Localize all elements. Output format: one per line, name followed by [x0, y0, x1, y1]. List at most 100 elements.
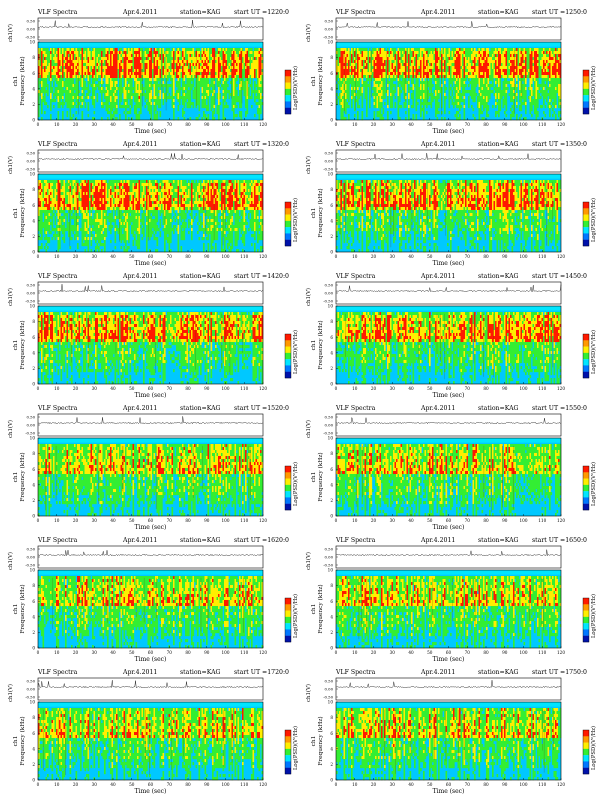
spectrogram-cell	[221, 60, 223, 63]
spectrogram-cell	[425, 60, 427, 63]
spectrogram-cell	[494, 93, 496, 96]
spectrogram-cell	[205, 48, 207, 51]
spectrogram-cell	[536, 66, 538, 69]
spectrogram-cell	[217, 111, 219, 114]
spectrogram-cell	[227, 72, 229, 75]
spectrogram-cell	[91, 84, 93, 87]
spectrogram-cell	[131, 75, 133, 78]
spectrogram-cell	[468, 72, 470, 75]
spectrogram-cell	[70, 108, 72, 111]
spectrogram-cell	[202, 93, 204, 96]
chart-station: station=KAG	[180, 9, 221, 16]
spectrogram-cell	[431, 66, 433, 69]
spectrogram-cell	[160, 63, 162, 66]
spectrogram-cell	[549, 48, 551, 51]
timeseries-ylabel: ch1(V)	[7, 24, 14, 42]
spectrogram-cell	[381, 66, 383, 69]
spectrogram-cell	[188, 90, 190, 93]
spectrogram-cell	[239, 63, 241, 66]
spectrogram-cell	[359, 63, 361, 66]
spectrogram-cell	[217, 54, 219, 57]
spectrogram-cell	[83, 66, 85, 69]
spectrogram-cell	[67, 81, 69, 84]
spectrogram-cell	[94, 63, 96, 66]
spectrogram-cell	[134, 81, 136, 84]
spectrogram-cell	[555, 48, 557, 51]
spectrogram-cell	[362, 69, 364, 72]
spectrogram-cell	[76, 75, 78, 78]
spectrogram-cell	[182, 99, 184, 102]
spectrogram-cell	[408, 54, 410, 57]
spectrogram-cell	[233, 72, 235, 75]
spectrogram-cell	[241, 111, 243, 114]
spectrogram-cell	[128, 75, 130, 78]
spectrogram-cell	[169, 51, 171, 54]
spectrogram-cell	[119, 78, 121, 81]
spectrogram-cell	[224, 84, 226, 87]
spectrogram-cell	[530, 66, 532, 69]
spectrogram-cell	[441, 93, 443, 96]
spectrogram-cell	[479, 87, 481, 90]
spectrogram-cell	[197, 117, 199, 120]
spectrogram-cell	[348, 66, 350, 69]
spectrogram-cell	[107, 111, 109, 114]
spectrogram-cell	[136, 93, 138, 96]
spectrogram-cell	[137, 117, 139, 120]
spectrogram-cell	[392, 90, 394, 93]
spectrogram-cell	[158, 63, 160, 66]
spectrogram-cell	[70, 99, 72, 102]
spectrogram-cell	[371, 63, 373, 66]
spectrogram-cell	[112, 66, 114, 69]
spectrogram-cell	[134, 66, 136, 69]
spectrogram-cell	[226, 69, 228, 72]
spectrogram-cell	[41, 54, 43, 57]
spectrogram-cell	[259, 102, 261, 105]
spectrogram-cell	[58, 81, 60, 84]
spectrogram-cell	[542, 54, 544, 57]
spectrogram-cell	[425, 66, 427, 69]
spectrogram-cell	[473, 57, 475, 60]
spectrogram-cell	[113, 114, 115, 117]
spectrogram-cell	[50, 48, 52, 51]
spectrogram-cell	[257, 75, 259, 78]
spectrogram-cell	[426, 66, 428, 69]
spectrogram-cell	[483, 72, 485, 75]
spectrogram-cell	[56, 69, 58, 72]
spectrogram-cell	[94, 96, 96, 99]
spectrogram-cell	[223, 96, 225, 99]
spectrogram-cell	[507, 75, 509, 78]
spectrogram-cell	[170, 57, 172, 60]
spectrogram-cell	[554, 72, 556, 75]
spectrogram-cell	[516, 93, 518, 96]
spectrogram-cell	[257, 111, 259, 114]
spectrogram-cell	[191, 69, 193, 72]
spectrogram-cell	[534, 78, 536, 81]
spectrogram-cell	[148, 93, 150, 96]
spectrogram-cell	[134, 111, 136, 114]
spectrogram-cell	[197, 48, 199, 51]
spectrogram-cell	[193, 75, 195, 78]
spectrogram-cell	[74, 93, 76, 96]
spectrogram-cell	[522, 90, 524, 93]
spectrogram-cell	[182, 96, 184, 99]
spectrogram-cell	[205, 114, 207, 117]
spectrogram-cell	[488, 81, 490, 84]
spectrogram-cell	[245, 51, 247, 54]
spectrogram-cell	[452, 78, 454, 81]
spectrogram-cell	[441, 84, 443, 87]
spectrogram-cell	[209, 75, 211, 78]
spectrogram-cell	[528, 54, 530, 57]
spectrogram-cell	[44, 90, 46, 93]
spectrogram-cell	[492, 75, 494, 78]
spectrogram-cell	[104, 72, 106, 75]
spectrogram-cell	[217, 63, 219, 66]
spectrogram-cell	[212, 93, 214, 96]
spectrogram-cell	[359, 81, 361, 84]
spectrogram-cell	[128, 78, 130, 81]
spectrogram-cell	[154, 78, 156, 81]
spectrogram-cell	[435, 78, 437, 81]
spectrogram-cell	[359, 93, 361, 96]
spectrogram-cell	[200, 75, 202, 78]
spectrogram-cell	[254, 84, 256, 87]
spectrogram-cell	[461, 63, 463, 66]
